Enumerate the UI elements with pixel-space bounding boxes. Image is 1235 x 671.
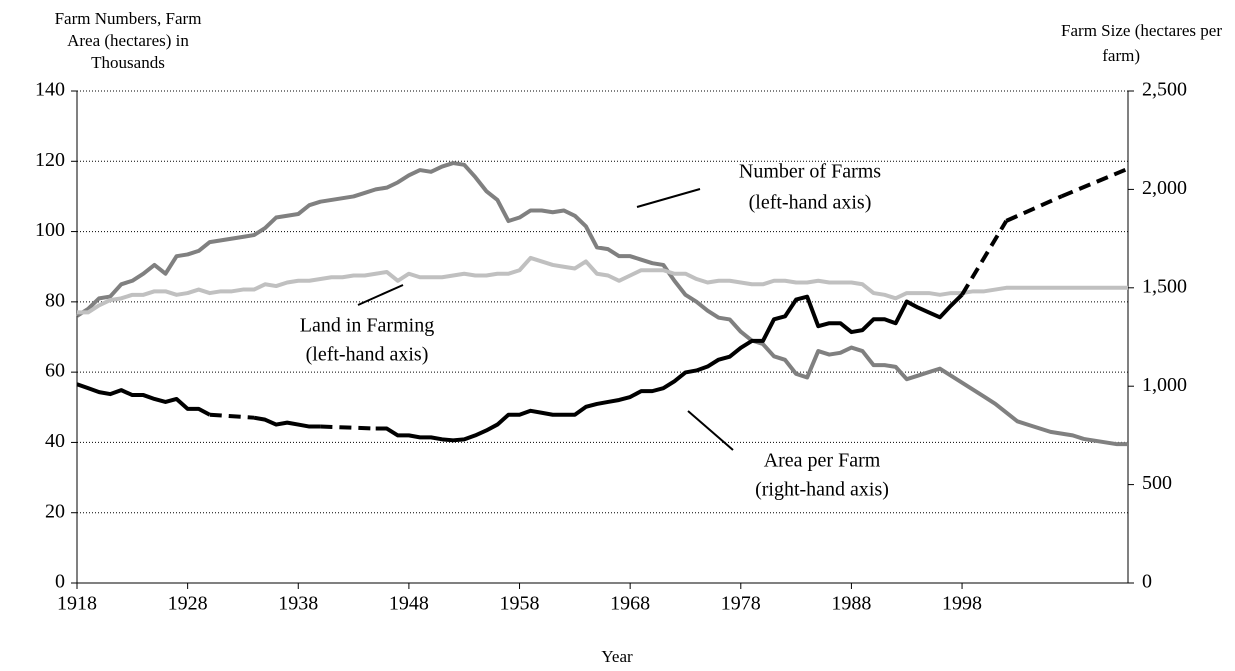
- gap-bridge: [1060, 166, 1129, 199]
- x-tick-label: 1958: [500, 593, 540, 615]
- y2-tick-label: 500: [1142, 472, 1172, 494]
- x-axis-title: Year: [601, 647, 633, 666]
- y2-tick-label: 2,000: [1142, 177, 1187, 199]
- gap-bridge: [320, 424, 376, 431]
- series-line: [76, 382, 211, 417]
- annotation: (right-hand axis): [755, 479, 889, 501]
- y-axis-title: Farm Numbers, Farm: [55, 9, 202, 28]
- y2-axis-title: Farm Size (hectares per: [1061, 21, 1222, 40]
- series-line: [253, 415, 321, 429]
- x-tick-label: 1988: [831, 593, 871, 615]
- y-tick-label: 60: [45, 360, 65, 382]
- annotation: Land in Farming: [300, 315, 434, 337]
- annotation: (left-hand axis): [306, 344, 429, 366]
- series-line: [77, 255, 1128, 315]
- leader-line: [687, 410, 734, 451]
- y-tick-label: 140: [35, 79, 65, 101]
- annotation: Area per Farm: [764, 450, 881, 472]
- gap-bridge: [1005, 194, 1063, 223]
- x-tick-label: 1968: [610, 593, 650, 615]
- leader-line: [636, 188, 701, 208]
- y-tick-label: 100: [35, 219, 65, 241]
- gap-bridge: [209, 412, 255, 420]
- x-tick-label: 1998: [942, 593, 982, 615]
- y-tick-label: 40: [45, 430, 65, 452]
- x-tick-label: 1928: [168, 593, 208, 615]
- annotation: Number of Farms: [739, 161, 881, 183]
- y2-axis-title: farm): [1102, 46, 1140, 65]
- y-axis-title: Area (hectares) in: [67, 31, 189, 50]
- annotation: (left-hand axis): [749, 192, 872, 214]
- x-tick-label: 1948: [389, 593, 429, 615]
- gap-bridge: [960, 219, 1009, 296]
- y-tick-label: 80: [45, 289, 65, 311]
- y2-tick-label: 2,500: [1142, 79, 1187, 101]
- y-tick-label: 0: [55, 571, 65, 593]
- y2-tick-label: 1,000: [1142, 374, 1187, 396]
- y-tick-label: 20: [45, 500, 65, 522]
- y-tick-label: 120: [35, 149, 65, 171]
- y-axis-title: Thousands: [91, 53, 165, 72]
- series-line: [375, 293, 964, 443]
- x-tick-label: 1978: [721, 593, 761, 615]
- y2-tick-label: 1,500: [1142, 275, 1187, 297]
- series-line: [75, 161, 1128, 447]
- x-tick-label: 1918: [57, 593, 97, 615]
- x-tick-label: 1938: [278, 593, 318, 615]
- y2-tick-label: 0: [1142, 571, 1152, 593]
